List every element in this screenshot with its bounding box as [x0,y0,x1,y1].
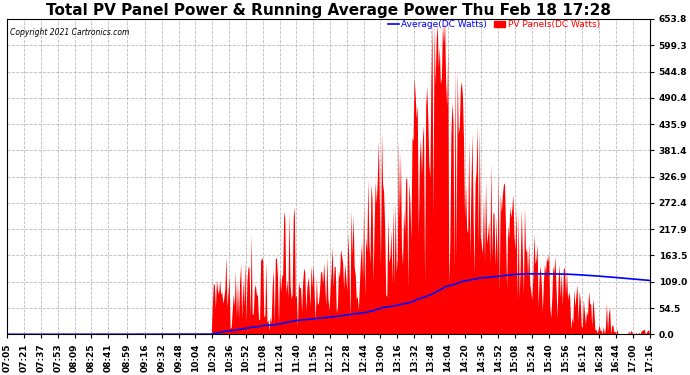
Legend: Average(DC Watts), PV Panels(DC Watts): Average(DC Watts), PV Panels(DC Watts) [388,20,600,29]
Text: Copyright 2021 Cartronics.com: Copyright 2021 Cartronics.com [10,28,130,38]
Title: Total PV Panel Power & Running Average Power Thu Feb 18 17:28: Total PV Panel Power & Running Average P… [46,3,611,18]
